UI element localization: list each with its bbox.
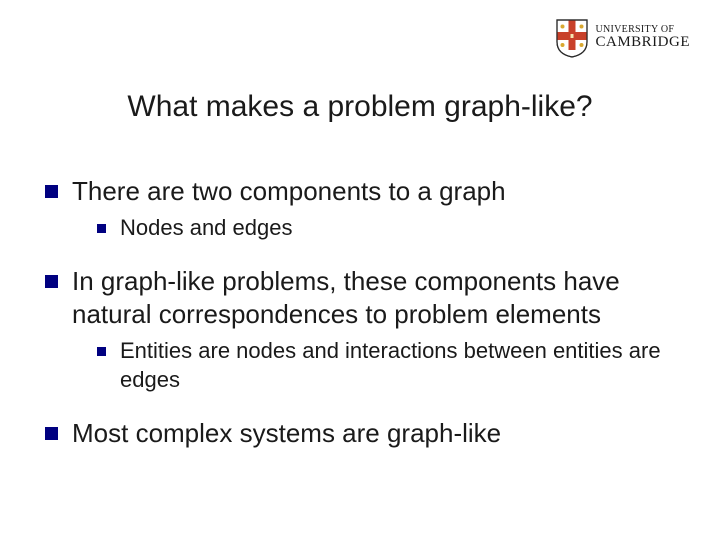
- logo-line2: CAMBRIDGE: [595, 35, 690, 51]
- bullet-item: Most complex systems are graph-like: [45, 417, 680, 450]
- square-bullet-icon: [45, 185, 58, 198]
- bullet-text: There are two components to a graph: [72, 175, 506, 208]
- bullet-text: In graph-like problems, these components…: [72, 265, 680, 332]
- sub-bullet-item: Nodes and edges: [97, 214, 680, 243]
- sub-bullet-group: Nodes and edges: [97, 214, 680, 243]
- slide-title: What makes a problem graph-like?: [0, 90, 720, 124]
- logo-text: UNIVERSITY OF CAMBRIDGE: [595, 25, 690, 51]
- sub-bullet-group: Entities are nodes and interactions betw…: [97, 337, 680, 394]
- square-bullet-icon: [97, 347, 106, 356]
- university-logo: UNIVERSITY OF CAMBRIDGE: [555, 18, 690, 58]
- bullet-item: There are two components to a graph: [45, 175, 680, 208]
- square-bullet-icon: [97, 224, 106, 233]
- slide-content: There are two components to a graph Node…: [45, 175, 680, 456]
- bullet-item: In graph-like problems, these components…: [45, 265, 680, 332]
- sub-bullet-item: Entities are nodes and interactions betw…: [97, 337, 680, 394]
- sub-bullet-text: Entities are nodes and interactions betw…: [120, 337, 680, 394]
- square-bullet-icon: [45, 427, 58, 440]
- square-bullet-icon: [45, 275, 58, 288]
- sub-bullet-text: Nodes and edges: [120, 214, 292, 243]
- shield-icon: [555, 18, 589, 58]
- bullet-text: Most complex systems are graph-like: [72, 417, 501, 450]
